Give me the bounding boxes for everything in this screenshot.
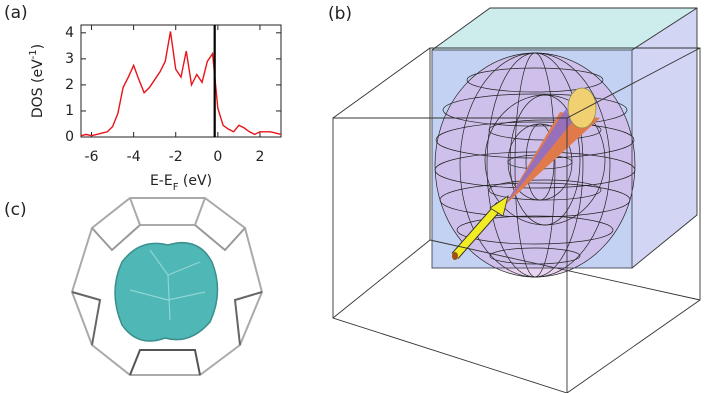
x-axis-label-part: (eV) bbox=[178, 173, 212, 189]
dos-curve bbox=[80, 31, 282, 137]
x-tick-label: -2 bbox=[169, 149, 183, 165]
dos-chart: 0 1 2 3 4 -6 -4 -2 0 2 E-EF (eV) DOS (eV-1) bbox=[28, 24, 282, 193]
x-tick-label: -4 bbox=[127, 149, 141, 165]
x-tick-label: 0 bbox=[213, 149, 222, 165]
x-axis-label: E-EF (eV) bbox=[150, 173, 212, 193]
panel-label: (c) bbox=[4, 200, 27, 220]
y-tick-label: 1 bbox=[65, 103, 74, 119]
illustration-c bbox=[70, 197, 264, 376]
y-tick-label: 4 bbox=[65, 25, 74, 41]
x-axis-label-part: E-E bbox=[150, 173, 173, 189]
y-axis-label-part: DOS (eV bbox=[30, 59, 46, 118]
panel-label: (a) bbox=[4, 3, 28, 23]
y-axis-label: DOS (eV-1) bbox=[28, 44, 47, 118]
y-tick-label: 3 bbox=[65, 51, 74, 67]
plot-frame bbox=[80, 24, 282, 138]
x-axis-label-part: F bbox=[173, 182, 179, 193]
illustration-b bbox=[332, 7, 701, 393]
panel-label: (b) bbox=[328, 4, 352, 24]
x-tick-label: -6 bbox=[85, 149, 99, 165]
y-tick-label: 0 bbox=[65, 129, 74, 145]
y-axis-label-part: ) bbox=[30, 44, 46, 49]
y-axis-label-part: -1 bbox=[28, 49, 39, 59]
x-tick-label: 2 bbox=[255, 149, 264, 165]
y-tick-label: 2 bbox=[65, 77, 74, 93]
